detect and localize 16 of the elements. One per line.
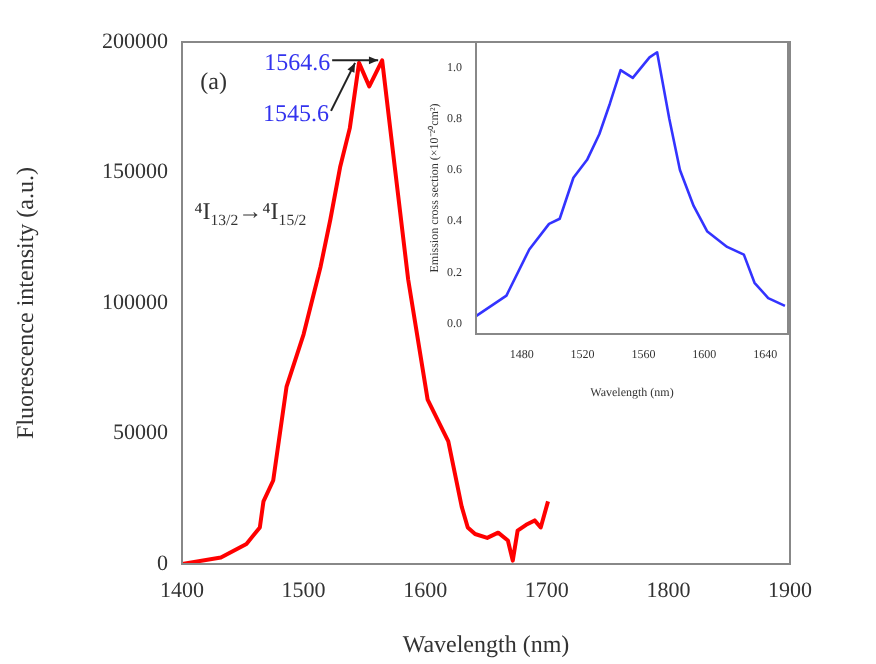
x-tick-label: 1400 <box>160 578 205 603</box>
y-tick-label: 100000 <box>102 290 169 315</box>
y-tick-label: 150000 <box>102 160 169 185</box>
y-tick-label: 200000 <box>102 29 169 54</box>
x-tick-label: 1500 <box>281 578 327 603</box>
annotation: 1545.6 <box>263 98 330 127</box>
y-tick-label: 50000 <box>113 421 169 446</box>
annotation: 1564.6 <box>264 48 331 77</box>
x-axis-title: Wavelength (nm) <box>402 629 570 658</box>
annotation: (a) <box>200 66 227 95</box>
x-tick-label: 1600 <box>403 578 449 603</box>
y-tick-label: 0 <box>157 551 169 576</box>
x-tick-label: 1900 <box>768 578 813 603</box>
x-tick-label: 1700 <box>524 578 570 603</box>
y-axis-title: Fluorescence intensity (a.u.) <box>10 167 39 439</box>
x-tick-label: 1800 <box>646 578 692 603</box>
